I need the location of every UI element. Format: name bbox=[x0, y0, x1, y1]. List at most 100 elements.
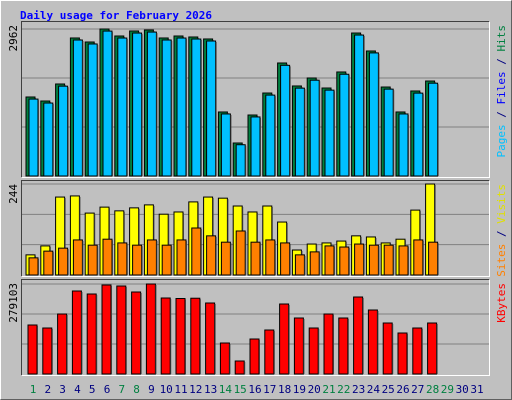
bar bbox=[219, 342, 230, 375]
bar bbox=[175, 298, 186, 375]
x-tick-label: 1 bbox=[30, 383, 37, 396]
bar bbox=[71, 290, 82, 375]
x-tick-label: 7 bbox=[118, 383, 125, 396]
x-tick-label: 19 bbox=[293, 383, 306, 396]
bar bbox=[412, 327, 423, 375]
bar bbox=[117, 37, 128, 177]
bar bbox=[176, 239, 187, 276]
x-tick-label: 15 bbox=[234, 383, 247, 396]
bar bbox=[428, 241, 439, 276]
bar bbox=[42, 327, 53, 375]
bar bbox=[176, 37, 187, 177]
panel-bevel-dark bbox=[21, 279, 490, 376]
x-tick-label: 4 bbox=[74, 383, 81, 396]
bar bbox=[102, 30, 113, 177]
bar bbox=[206, 235, 217, 276]
bar bbox=[86, 293, 97, 375]
bar bbox=[398, 113, 409, 177]
bar bbox=[353, 296, 364, 375]
bar bbox=[250, 116, 261, 177]
panel-bevel-light bbox=[21, 180, 490, 277]
panel-bevel-dark bbox=[21, 180, 490, 277]
bar bbox=[102, 238, 113, 276]
bar bbox=[131, 291, 142, 375]
bar bbox=[397, 332, 408, 375]
bar bbox=[339, 246, 350, 276]
bar bbox=[117, 242, 128, 276]
y-tick-label: 279103 bbox=[7, 283, 20, 323]
bar bbox=[398, 245, 409, 276]
y-tick-label: 2962 bbox=[7, 25, 20, 52]
bar bbox=[413, 92, 424, 177]
bar bbox=[161, 39, 172, 177]
legend: Sites / Visits bbox=[495, 184, 508, 277]
bar bbox=[308, 327, 319, 375]
bar bbox=[383, 88, 394, 177]
bar bbox=[367, 309, 378, 375]
bar bbox=[293, 317, 304, 375]
bar bbox=[413, 239, 424, 276]
y-tick-label: 244 bbox=[7, 184, 20, 204]
bar bbox=[28, 98, 39, 177]
bar bbox=[294, 254, 305, 276]
x-tick-label: 23 bbox=[352, 383, 365, 396]
bar bbox=[354, 243, 365, 276]
bar bbox=[72, 239, 83, 276]
bar bbox=[324, 245, 335, 276]
x-tick-label: 26 bbox=[396, 383, 409, 396]
bar bbox=[323, 313, 334, 375]
bar bbox=[235, 144, 246, 177]
x-tick-label: 11 bbox=[174, 383, 187, 396]
x-tick-label: 16 bbox=[248, 383, 261, 396]
bar bbox=[28, 257, 39, 276]
x-tick-label: 20 bbox=[308, 383, 321, 396]
x-tick-label: 28 bbox=[426, 383, 439, 396]
x-tick-label: 31 bbox=[470, 383, 483, 396]
bar bbox=[191, 227, 202, 276]
bar bbox=[161, 244, 172, 276]
bar bbox=[132, 244, 143, 276]
x-tick-label: 22 bbox=[337, 383, 350, 396]
bar bbox=[382, 322, 393, 375]
bar bbox=[309, 251, 320, 276]
x-tick-label: 5 bbox=[89, 383, 96, 396]
legend-entry: Files bbox=[495, 71, 508, 104]
legend-entry: KBytes bbox=[495, 283, 508, 323]
bar bbox=[265, 94, 276, 177]
bar bbox=[354, 34, 365, 177]
x-tick-label: 21 bbox=[322, 383, 335, 396]
legend-entry: Sites bbox=[495, 244, 508, 277]
panel-bevel-light bbox=[21, 279, 490, 376]
x-tick-label: 14 bbox=[219, 383, 233, 396]
bar bbox=[339, 73, 350, 177]
bar bbox=[280, 64, 291, 177]
legend-entry: / bbox=[495, 105, 508, 125]
bar bbox=[57, 313, 68, 375]
bar bbox=[324, 89, 335, 177]
x-tick-label: 10 bbox=[160, 383, 173, 396]
bar bbox=[235, 230, 246, 276]
bar bbox=[43, 102, 54, 177]
bar bbox=[145, 283, 156, 375]
bar bbox=[265, 239, 276, 276]
legend: KBytes bbox=[495, 283, 508, 323]
x-tick-label: 3 bbox=[59, 383, 66, 396]
x-tick-label: 25 bbox=[382, 383, 395, 396]
bar bbox=[58, 85, 69, 177]
bar bbox=[101, 284, 112, 375]
panel-bevel-light bbox=[21, 21, 490, 178]
chart-title: Daily usage for February 2026 bbox=[20, 9, 212, 22]
bar bbox=[72, 39, 83, 177]
bar bbox=[205, 302, 216, 375]
bar bbox=[191, 38, 202, 177]
bar bbox=[206, 40, 217, 177]
bar bbox=[279, 303, 290, 375]
x-tick-label: 29 bbox=[441, 383, 454, 396]
bar bbox=[58, 247, 69, 276]
legend-entry: / bbox=[495, 224, 508, 244]
x-tick-label: 8 bbox=[133, 383, 140, 396]
x-tick-label: 6 bbox=[104, 383, 111, 396]
bar bbox=[27, 324, 38, 375]
bar bbox=[116, 285, 127, 375]
